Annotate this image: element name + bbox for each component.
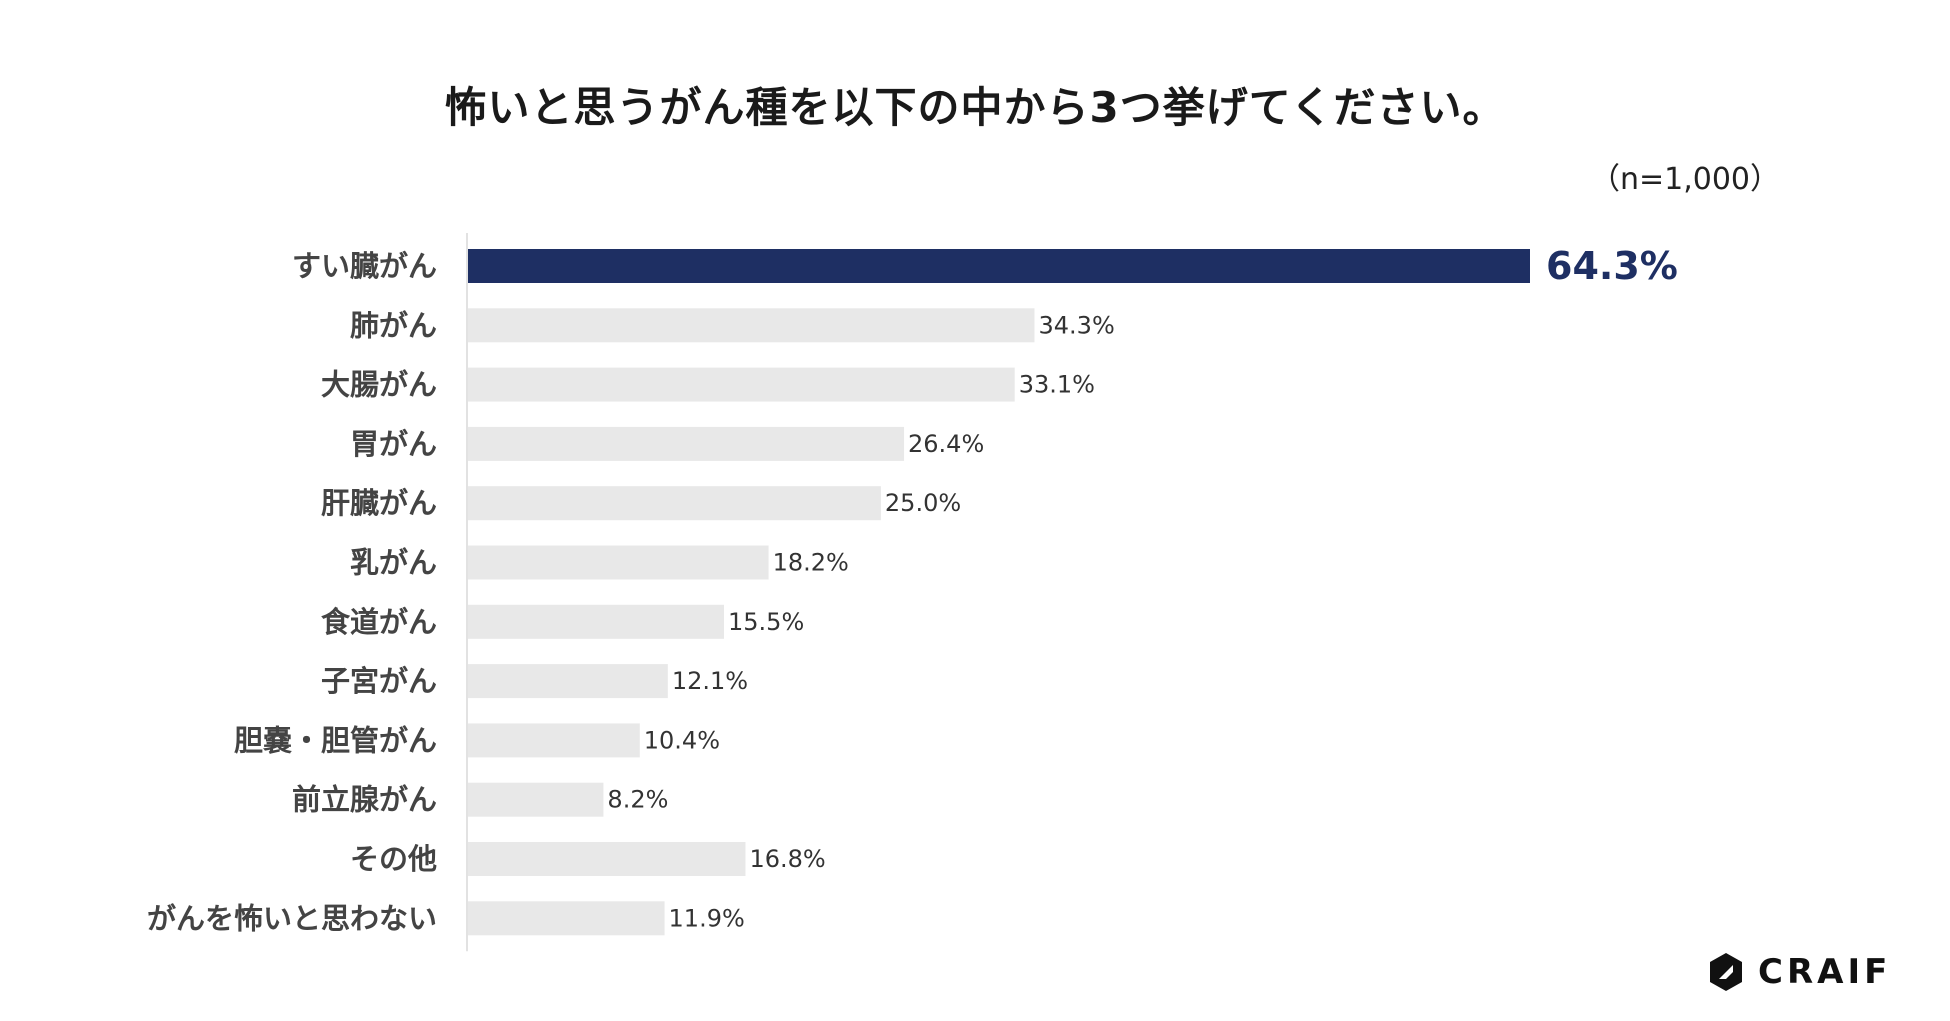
category-label: 胆嚢・胆管がん [234, 723, 437, 757]
bar [468, 486, 881, 521]
category-label: 食道がん [321, 605, 437, 639]
chart-title: 怖いと思うがん種を以下の中から3つ挙げてください。 [444, 83, 1506, 132]
category-label: 肝臓がん [321, 486, 437, 520]
bar [468, 901, 665, 936]
category-label: すい臓がん [292, 249, 437, 283]
data-label: 12.1% [672, 667, 748, 695]
data-label: 16.8% [749, 845, 825, 873]
bar-highlight [468, 249, 1530, 283]
bar [468, 426, 905, 461]
category-label: 胃がん [350, 427, 437, 461]
data-label: 10.4% [644, 726, 720, 754]
data-label: 33.1% [1019, 371, 1095, 399]
data-label: 34.3% [1039, 311, 1115, 339]
data-label: 25.0% [885, 489, 961, 517]
bar [468, 842, 746, 876]
category-label: がんを怖いと思わない [147, 901, 437, 935]
data-label: 18.2% [773, 549, 849, 577]
data-label: 8.2% [607, 786, 668, 814]
category-label: 肺がん [350, 308, 437, 342]
bar [468, 723, 640, 758]
bar [468, 545, 769, 580]
category-label: その他 [350, 842, 437, 876]
sample-size-label: （n=1,000） [1589, 162, 1780, 197]
craif-logo-icon [1710, 953, 1742, 991]
bar [468, 664, 668, 699]
data-label: 26.4% [908, 430, 984, 458]
category-label: 大腸がん [321, 368, 437, 402]
data-label-highlight: 64.3% [1546, 244, 1678, 288]
category-label: 前立腺がん [292, 783, 437, 817]
category-label: 子宮がん [321, 664, 437, 698]
craif-logo: CRAIF [1708, 950, 1891, 994]
bar [468, 782, 604, 817]
bar [468, 604, 725, 639]
category-label: 乳がん [350, 546, 437, 580]
data-label: 15.5% [728, 608, 804, 636]
bar [468, 367, 1015, 402]
data-label: 11.9% [669, 904, 745, 932]
bar [468, 308, 1035, 343]
brand-name: CRAIF [1758, 952, 1892, 992]
